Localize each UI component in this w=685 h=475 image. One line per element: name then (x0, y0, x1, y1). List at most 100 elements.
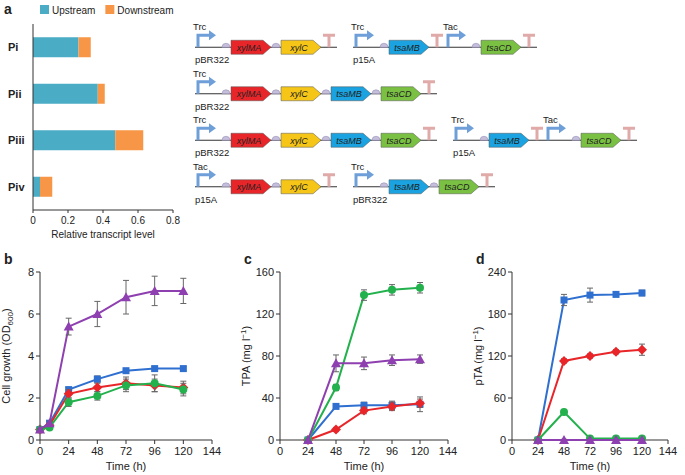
legend-swatch (105, 5, 114, 14)
marker (613, 291, 620, 298)
promoter-label: Trc (193, 114, 207, 125)
y-tick (36, 272, 40, 273)
error-bar (333, 384, 339, 390)
origin-label: p15A (453, 147, 476, 158)
gene (439, 180, 479, 194)
terminator (531, 128, 543, 140)
y-tick-label: 120 (488, 350, 506, 362)
marker (637, 345, 647, 355)
terminator (423, 128, 435, 140)
rbs (222, 183, 230, 187)
x-tick (448, 440, 449, 444)
marker (585, 435, 595, 444)
x-axis-label: Time (h) (106, 460, 147, 472)
marker (416, 284, 424, 292)
terminator (323, 35, 335, 47)
gene (331, 133, 371, 147)
marker (93, 392, 101, 400)
terminator (481, 175, 493, 187)
marker (585, 351, 595, 361)
marker (560, 408, 568, 416)
gene (389, 180, 429, 194)
gene (481, 40, 521, 54)
origin-label: pBR322 (195, 101, 229, 112)
x-axis-label: Time (h) (570, 460, 611, 472)
y-tick (36, 356, 40, 357)
marker (151, 379, 159, 387)
x-tick-label: 24 (302, 445, 314, 457)
error-bar (389, 285, 395, 296)
y-tick-label: 2 (28, 392, 34, 404)
legend-swatch (40, 5, 49, 14)
x-tick (420, 440, 421, 444)
promoter (198, 82, 210, 94)
marker (587, 292, 594, 299)
gene-label: xylMA (236, 136, 262, 146)
bar-segment (33, 84, 98, 104)
category-label: Pi (8, 41, 18, 53)
rbs (322, 136, 330, 140)
gene-label: tsaCD (486, 43, 512, 53)
rbs (272, 183, 280, 187)
y-tick-label: 180 (488, 308, 506, 320)
bars (33, 37, 143, 197)
marker (359, 358, 369, 367)
x-tick-label: 0.6 (131, 215, 145, 226)
y-tick-label: 8 (28, 266, 34, 278)
rbs (272, 90, 280, 94)
gene (581, 133, 621, 147)
x-tick-label: 0.8 (166, 215, 180, 226)
gene (381, 133, 421, 147)
marker (151, 365, 158, 372)
error-bar (417, 283, 423, 294)
bar-segment (79, 37, 91, 57)
series-line (538, 293, 642, 440)
x-tick (173, 210, 174, 213)
legend-label: Upstream (52, 5, 95, 16)
y-tick-label: 60 (494, 392, 506, 404)
gene-label: xylC (289, 182, 308, 192)
y-tick (276, 314, 280, 315)
marker (121, 292, 131, 301)
x-tick (212, 440, 213, 444)
origin-label: pBR322 (195, 54, 229, 65)
gene-label: xylC (289, 136, 308, 146)
gene (281, 180, 321, 194)
x-tick-label: 72 (358, 445, 370, 457)
gene (281, 40, 321, 54)
x-tick-label: 0 (509, 445, 515, 457)
rbs (472, 43, 480, 47)
panel-letter: d (476, 251, 485, 267)
bar-segment (115, 130, 143, 150)
rbs (380, 183, 388, 187)
x-tick-label: 96 (149, 445, 161, 457)
x-tick (280, 440, 281, 444)
marker (150, 286, 160, 295)
bar-segment (33, 177, 40, 197)
marker (180, 365, 187, 372)
plot-area (35, 276, 188, 434)
error-bar (561, 294, 567, 305)
marker (559, 356, 569, 366)
y-tick (36, 398, 40, 399)
legend-label: Downstream (117, 5, 173, 16)
gene-label: tsaCD (586, 136, 612, 146)
marker (611, 347, 621, 357)
rbs (222, 90, 230, 94)
marker (122, 381, 130, 389)
gene (231, 40, 271, 54)
marker (92, 309, 102, 318)
x-tick-label: 96 (386, 445, 398, 457)
marker (94, 376, 101, 383)
error-bar (123, 379, 129, 392)
promoter (448, 35, 460, 47)
y-tick (508, 398, 512, 399)
gene-label: tsaMB (494, 136, 520, 146)
terminator (523, 35, 535, 47)
x-tick (392, 440, 393, 444)
marker (331, 425, 341, 435)
y-tick-label: 80 (262, 350, 274, 362)
category-label: Pii (8, 88, 21, 100)
rbs (322, 90, 330, 94)
x-tick-label: 144 (439, 445, 457, 457)
